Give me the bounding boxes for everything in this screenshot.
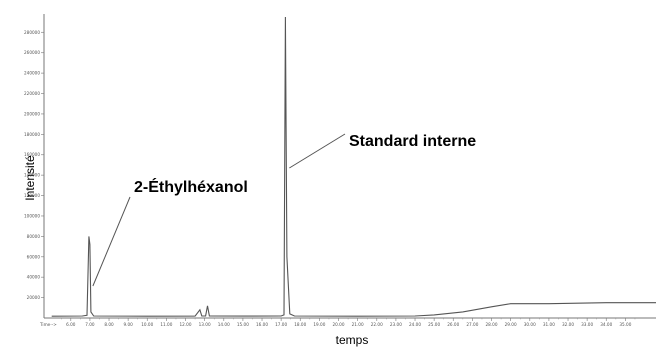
x-tick-label: 19.00 (313, 322, 325, 327)
y-axis-ticks: 20000 40000 60000 80000 100000 120000 140000 16… (24, 30, 44, 300)
x-tick-label: 17.00 (275, 322, 287, 327)
x-tick-label: 7.00 (85, 322, 95, 327)
x-tick-label: 32.00 (562, 322, 574, 327)
x-tick-label: 34.00 (600, 322, 612, 327)
x-tick-label: 22.00 (371, 322, 383, 327)
x-tick-label: 13.00 (199, 322, 211, 327)
y-tick-label: 100000 (24, 213, 40, 218)
x-tick-label: 16.00 (256, 322, 268, 327)
x-tick-label: 23.00 (390, 322, 402, 327)
y-tick-label: 240000 (24, 71, 40, 76)
x-tick-label: 21.00 (352, 322, 364, 327)
x-tick-label: 15.00 (237, 322, 249, 327)
x-tick-label: 14.00 (218, 322, 230, 327)
y-tick-label: 20000 (27, 295, 41, 300)
x-tick-label: 24.00 (409, 322, 421, 327)
x-tick-label: 35.00 (619, 322, 631, 327)
y-tick-label: 80000 (27, 234, 41, 239)
x-tick-label: 9.00 (123, 322, 133, 327)
y-tick-label: 160000 (24, 152, 40, 157)
x-tick-label: 18.00 (294, 322, 306, 327)
annotation-standard-interne: Standard interne (349, 133, 476, 150)
x-tick-label: 26.00 (447, 322, 459, 327)
annotation-line-ethylhexanol (92, 196, 131, 287)
y-tick-label: 200000 (24, 111, 40, 116)
x-tick-label: 25.00 (428, 322, 440, 327)
x-axis-ticks: 6.00 7.00 8.00 9.00 10.00 11.00 12.00 13.00 14.0… (60, 318, 636, 327)
y-tick-label: 40000 (27, 275, 41, 280)
x-tick-label: 29.00 (505, 322, 517, 327)
x-tick-label: 6.00 (66, 322, 76, 327)
x-tick-label: 10.00 (141, 322, 153, 327)
x-axis-lead-label: Time--> (39, 322, 57, 327)
annotation-ethylhexanol: 2-Éthylhéxanol (134, 177, 248, 196)
x-tick-label: 20.00 (333, 322, 345, 327)
y-tick-label: 260000 (24, 50, 40, 55)
y-tick-label: 220000 (24, 91, 40, 96)
annotation-line-standard-interne (289, 133, 346, 169)
y-tick-label: 60000 (27, 254, 41, 259)
chromatogram-trace (51, 16, 656, 317)
y-tick-label: 140000 (24, 173, 40, 178)
x-axis-title: temps (336, 333, 369, 347)
y-axis-title: Intensité (23, 155, 37, 201)
x-tick-label: 11.00 (160, 322, 172, 327)
y-tick-label: 180000 (24, 132, 40, 137)
x-tick-label: 33.00 (581, 322, 593, 327)
y-tick-label: 280000 (24, 30, 40, 35)
x-tick-label: 30.00 (524, 322, 536, 327)
y-tick-label: 120000 (24, 193, 40, 198)
x-tick-label: 12.00 (180, 322, 192, 327)
x-tick-label: 31.00 (543, 322, 555, 327)
x-tick-label: 8.00 (104, 322, 114, 327)
x-tick-label: 28.00 (486, 322, 498, 327)
x-tick-label: 27.00 (466, 322, 478, 327)
